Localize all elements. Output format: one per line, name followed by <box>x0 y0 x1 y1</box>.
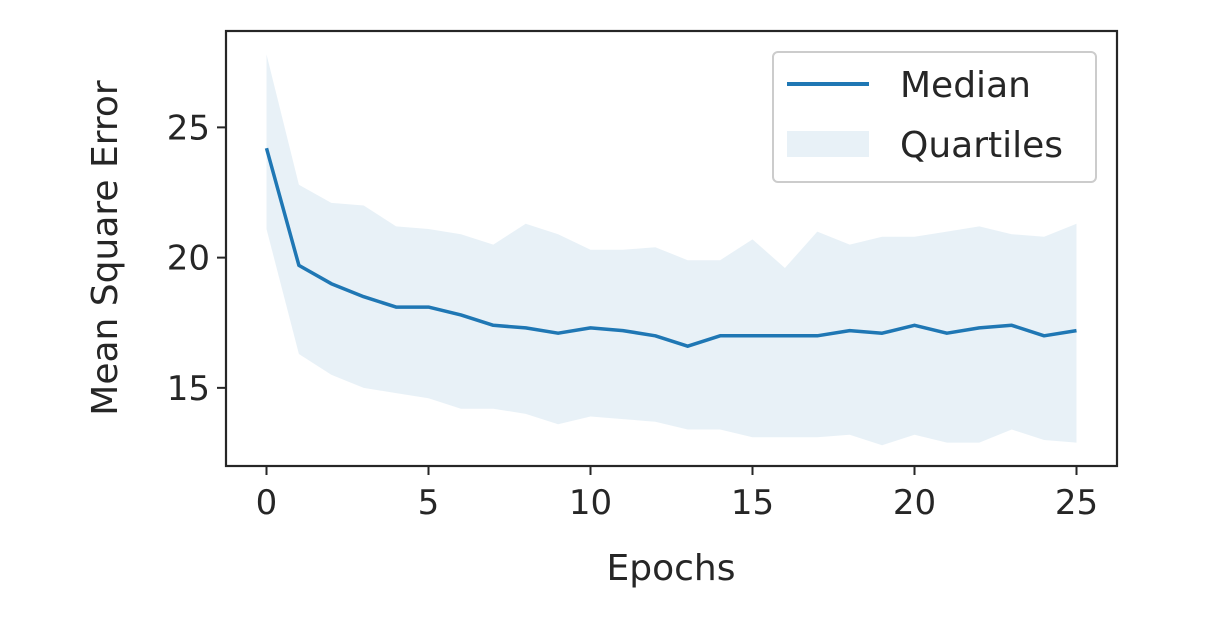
quartiles-band <box>266 54 1077 446</box>
y-tick-label: 20 <box>167 239 210 279</box>
plot-frame <box>224 29 1119 468</box>
x-axis-label: Epochs <box>607 548 736 589</box>
y-tick-label: 15 <box>167 369 210 409</box>
axes-ticks: 0 5 10 15 20 25 15 20 25 <box>167 108 1098 523</box>
x-tick-label: 0 <box>256 483 278 523</box>
legend-quartiles-label: Quartiles <box>900 125 1063 166</box>
legend-median-label: Median <box>900 65 1031 106</box>
y-axis-label: Mean Square Error <box>85 80 126 416</box>
x-tick-label: 5 <box>418 483 440 523</box>
x-tick-label: 25 <box>1055 483 1098 523</box>
legend: Median Quartiles <box>772 51 1097 183</box>
median-line <box>264 147 1077 348</box>
x-tick-label: 10 <box>569 483 612 523</box>
legend-quartiles-swatch <box>787 131 869 157</box>
y-tick-label: 25 <box>167 108 210 148</box>
plot-area <box>264 54 1077 446</box>
x-tick-label: 20 <box>893 483 936 523</box>
x-tick-label: 15 <box>731 483 774 523</box>
